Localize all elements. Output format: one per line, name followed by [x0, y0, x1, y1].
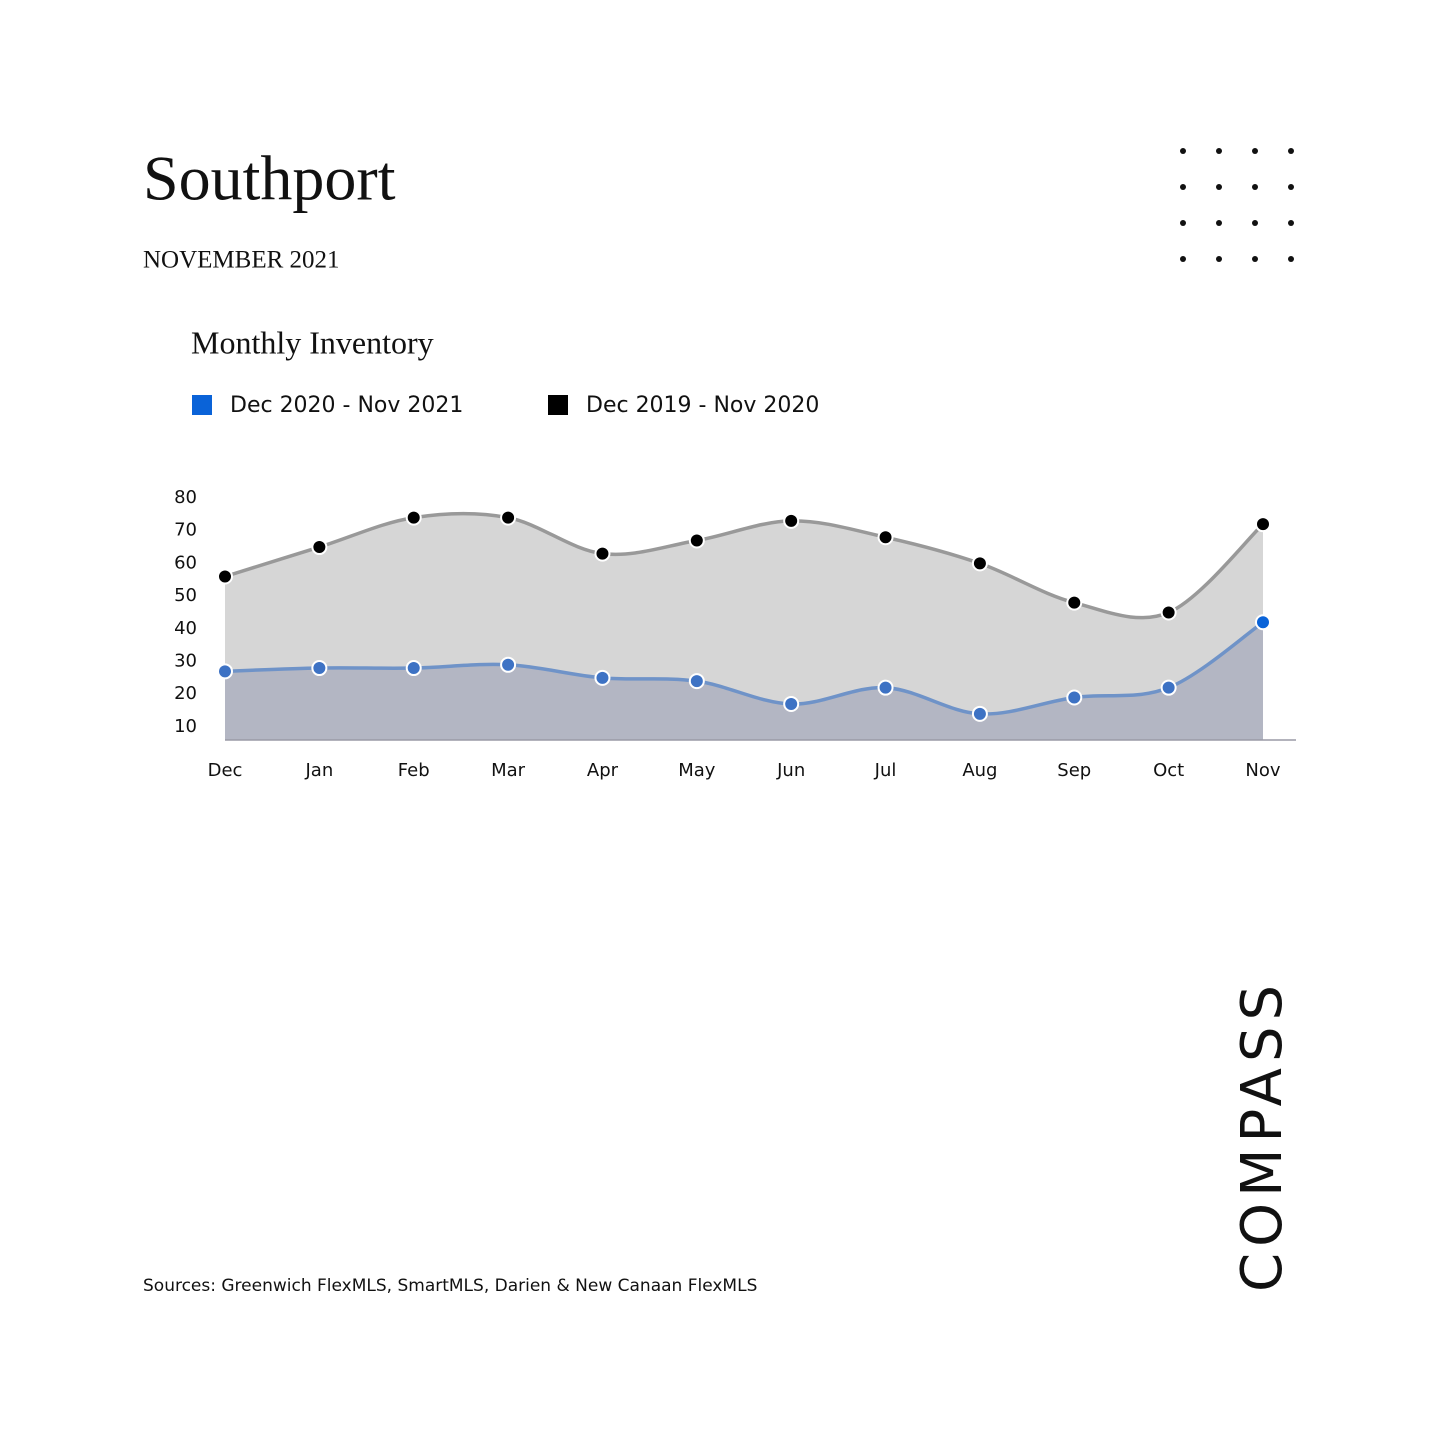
decor-dot [1288, 220, 1294, 226]
y-tick-label: 40 [174, 618, 197, 639]
page-title: Southport [143, 143, 396, 214]
decor-dot [1288, 184, 1294, 190]
decor-dot [1252, 220, 1258, 226]
decor-dot [1288, 148, 1294, 154]
decor-dot [1216, 148, 1222, 154]
data-point [688, 673, 705, 690]
decor-dot [1216, 220, 1222, 226]
data-point [311, 539, 328, 556]
legend-label: Dec 2019 - Nov 2020 [586, 393, 819, 418]
x-tick-label: Apr [587, 760, 619, 781]
data-point [311, 660, 328, 677]
data-point [688, 532, 705, 549]
legend-swatch [192, 395, 212, 415]
source-note: Sources: Greenwich FlexMLS, SmartMLS, Da… [143, 1276, 757, 1296]
area-fill [225, 622, 1263, 740]
y-tick-label: 70 [174, 520, 197, 541]
x-tick-label: Sep [1057, 760, 1091, 781]
x-tick-label: Nov [1245, 760, 1280, 781]
page-date: NOVEMBER 2021 [143, 247, 340, 274]
decor-dot [1180, 256, 1186, 262]
x-tick-label: Jun [776, 760, 805, 781]
data-point [783, 512, 800, 529]
x-tick-label: May [678, 760, 716, 781]
data-point [1160, 679, 1177, 696]
data-point [594, 545, 611, 562]
x-tick-label: Dec [208, 760, 243, 781]
x-tick-label: Aug [962, 760, 997, 781]
x-tick-label: Oct [1153, 760, 1184, 781]
data-point [217, 663, 233, 680]
y-tick-label: 10 [174, 716, 197, 737]
decor-dot [1252, 256, 1258, 262]
decor-dot [1216, 256, 1222, 262]
data-point [877, 529, 894, 546]
x-tick-label: Jul [874, 760, 897, 781]
decor-dot [1252, 184, 1258, 190]
data-point [971, 555, 988, 572]
decor-dot [1180, 148, 1186, 154]
x-tick-label: Feb [398, 760, 430, 781]
x-tick-label: Jan [304, 760, 333, 781]
y-tick-label: 60 [174, 552, 197, 573]
data-point [1255, 614, 1271, 631]
data-point [500, 509, 517, 526]
y-tick-label: 30 [174, 651, 197, 672]
y-tick-label: 80 [174, 487, 197, 508]
decor-dot [1180, 184, 1186, 190]
chart-title: Monthly Inventory [191, 324, 434, 360]
decor-dot [1216, 184, 1222, 190]
data-point [971, 705, 988, 722]
data-point [500, 656, 517, 673]
data-point [405, 660, 422, 677]
data-point [877, 679, 894, 696]
legend-swatch [548, 395, 568, 415]
data-point [1066, 594, 1083, 611]
data-point [1160, 604, 1177, 621]
data-point [783, 696, 800, 713]
data-point [217, 568, 233, 585]
decor-dot [1288, 256, 1294, 262]
brand-logo: COMPASS [1230, 979, 1295, 1292]
x-tick-label: Mar [491, 760, 526, 781]
decor-dot [1180, 220, 1186, 226]
decor-dot [1252, 148, 1258, 154]
data-point [1255, 516, 1271, 533]
y-tick-label: 20 [174, 683, 197, 704]
data-point [405, 509, 422, 526]
data-point [1066, 689, 1083, 706]
data-point [594, 669, 611, 686]
y-tick-label: 50 [174, 585, 197, 606]
legend-label: Dec 2020 - Nov 2021 [230, 393, 463, 418]
decor-dots [1180, 148, 1294, 262]
